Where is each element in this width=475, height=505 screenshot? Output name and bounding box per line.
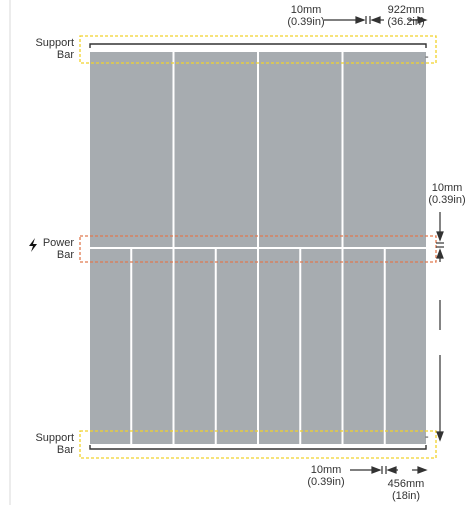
bottom-width-label: 456mm (18in): [387, 478, 425, 502]
support-bar-top-end-tick: -: [425, 51, 429, 63]
bottom-panel-5: [259, 249, 300, 444]
support-bar-bottom-highlight: [79, 430, 437, 459]
top-gap-label: 10mm (0.39in): [287, 4, 325, 28]
lightning-bolt-icon: [29, 238, 37, 252]
top-width-dimension: [370, 16, 428, 24]
top-panel-group: [90, 52, 426, 247]
bottom-panel-8: [385, 249, 426, 444]
power-bar-label: Power Bar: [42, 237, 74, 261]
top-gap-dimension: [324, 16, 371, 24]
bottom-panel-group: [90, 249, 426, 444]
bottom-panel-3: [174, 249, 215, 444]
bottom-width-dimension: [386, 466, 428, 474]
bottom-panel-2: [132, 249, 173, 444]
top-panel-2: [174, 52, 257, 247]
vertical-gap-label: 10mm (0.39in): [428, 182, 466, 206]
top-panel-1: [90, 52, 173, 247]
top-width-label: 922mm (36.2in): [387, 4, 425, 28]
bottom-panel-1: [90, 249, 131, 444]
bottom-panel-7: [343, 249, 384, 444]
support-bar-top-highlight: [79, 35, 437, 64]
top-panel-4: [343, 52, 426, 247]
support-bar-bottom-label: Support Bar: [35, 432, 74, 456]
support-bar-bottom-end-tick: -: [425, 431, 429, 443]
bottom-panel-4: [216, 249, 257, 444]
bottom-gap-label: 10mm (0.39in): [307, 464, 345, 488]
support-bar-top-bracket: [89, 43, 427, 48]
bottom-gap-dimension: [350, 466, 387, 474]
vertical-gap-dimension: [436, 212, 444, 442]
support-bar-top-label: Support Bar: [35, 37, 74, 61]
bottom-panel-6: [301, 249, 342, 444]
support-bar-bottom-bracket: [89, 445, 427, 450]
top-panel-3: [259, 52, 342, 247]
power-bar-highlight: [79, 235, 437, 263]
